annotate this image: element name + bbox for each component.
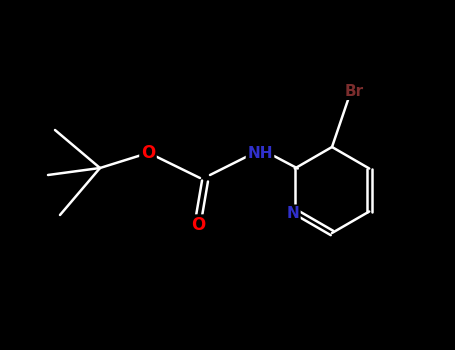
Text: NH: NH: [247, 146, 273, 161]
Text: O: O: [191, 216, 205, 234]
Text: O: O: [141, 144, 155, 162]
Text: Br: Br: [344, 84, 364, 98]
Text: N: N: [286, 206, 299, 221]
